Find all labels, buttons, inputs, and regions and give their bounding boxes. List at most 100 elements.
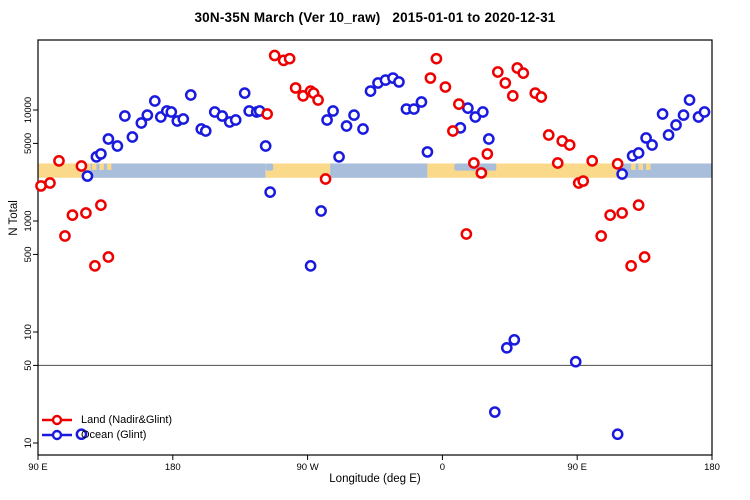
data-point-ocean: [508, 333, 521, 346]
data-point-ocean: [333, 151, 345, 163]
data-point-ocean: [670, 119, 682, 131]
data-point-ocean: [340, 120, 353, 132]
strip-island-speck: [638, 163, 644, 170]
data-point-land: [577, 175, 590, 187]
data-point-ocean: [102, 133, 115, 145]
data-point-ocean: [616, 168, 628, 180]
data-point-ocean: [364, 85, 377, 97]
data-point-land: [625, 260, 637, 272]
data-point-ocean: [656, 108, 669, 120]
data-point-ocean: [141, 109, 154, 121]
legend: Land (Nadir&Glint) Ocean (Glint): [41, 413, 172, 442]
data-point-ocean: [184, 89, 197, 101]
data-point-ocean: [315, 205, 327, 217]
data-point-land: [447, 125, 459, 137]
data-point-ocean: [393, 76, 405, 88]
data-point-ocean: [662, 129, 675, 141]
x-tick-label: 180: [165, 462, 181, 473]
y-tick-label: 5000: [23, 133, 34, 154]
y-axis-label: N Total: [8, 200, 20, 236]
data-point-ocean: [95, 148, 107, 160]
data-point-land: [460, 228, 473, 240]
x-tick-label: 0: [440, 462, 445, 473]
data-point-land: [289, 82, 302, 94]
data-point-ocean: [327, 105, 339, 117]
data-point-land: [491, 66, 504, 78]
data-point-land: [424, 72, 437, 84]
data-point-ocean: [216, 110, 229, 122]
x-tick-label: 90 W: [297, 462, 319, 473]
data-point-ocean: [348, 109, 360, 121]
x-tick-label: 180: [704, 462, 720, 473]
data-point-ocean: [415, 96, 428, 108]
data-point-ocean: [238, 87, 251, 99]
strip-land-segment: [265, 163, 331, 178]
data-point-land: [44, 177, 56, 189]
data-point-land: [611, 158, 624, 170]
data-point-land: [439, 81, 452, 93]
legend-marker-ocean-icon: [42, 429, 72, 441]
data-point-ocean: [482, 133, 495, 145]
data-point-ocean: [111, 140, 124, 152]
plot-border: [37, 39, 713, 456]
data-point-land: [312, 94, 324, 106]
data-point-ocean: [259, 140, 272, 152]
strip-island-speck: [99, 163, 104, 170]
legend-item-land: Land (Nadir&Glint): [41, 413, 172, 427]
data-point-ocean: [177, 113, 190, 125]
data-point-land: [261, 108, 274, 120]
data-point-land: [604, 209, 617, 221]
data-point-land: [283, 52, 296, 65]
data-point-land: [517, 67, 530, 79]
data-point-land: [59, 230, 71, 242]
data-point-ocean: [357, 123, 369, 135]
data-point-land: [638, 251, 651, 263]
data-point-ocean: [126, 131, 139, 143]
data-point-land: [499, 77, 512, 89]
data-point-land: [89, 260, 101, 272]
data-point-ocean: [462, 102, 474, 114]
y-tick-label: 500: [23, 246, 34, 262]
data-point-ocean: [698, 106, 711, 118]
data-point-ocean: [229, 114, 242, 126]
y-tick-label: 10: [23, 438, 34, 449]
data-point-land: [66, 209, 79, 221]
strip-island-speck: [91, 163, 97, 170]
data-point-ocean: [199, 125, 212, 137]
y-tick-label: 50: [23, 360, 34, 371]
data-point-ocean: [476, 106, 489, 118]
data-point-land: [506, 90, 519, 102]
data-point-land: [632, 199, 645, 211]
data-point-land: [53, 155, 65, 167]
strip-ocean-segment: [90, 163, 266, 178]
y-tick-label: 1000: [23, 210, 34, 231]
data-point-land: [268, 49, 281, 62]
legend-marker-land-icon: [42, 414, 72, 426]
chart-title: 30N-35N March (Ver 10_raw) 2015-01-01 to…: [194, 10, 556, 25]
data-point-land: [319, 173, 332, 185]
data-point-ocean: [119, 110, 131, 122]
data-point-ocean: [75, 428, 88, 441]
legend-label: Ocean (Glint): [81, 429, 147, 441]
data-point-ocean: [321, 114, 333, 126]
data-point-land: [430, 52, 443, 65]
data-point-land: [475, 167, 488, 179]
data-point-land: [80, 207, 92, 219]
data-point-land: [542, 129, 555, 141]
legend-label: Land (Nadir&Glint): [81, 414, 173, 426]
x-tick-label: 90 E: [567, 462, 587, 473]
data-point-ocean: [632, 147, 645, 159]
data-point-land: [586, 155, 599, 167]
data-point-land: [102, 251, 115, 263]
data-point-ocean: [264, 186, 277, 198]
data-point-ocean: [488, 406, 501, 418]
data-point-land: [75, 160, 88, 172]
data-point-ocean: [135, 117, 148, 129]
strip-island-speck: [646, 163, 651, 170]
data-point-ocean: [677, 109, 690, 121]
data-point-land: [453, 98, 465, 110]
y-tick-label: 100: [23, 324, 34, 340]
data-point-ocean: [148, 95, 161, 107]
